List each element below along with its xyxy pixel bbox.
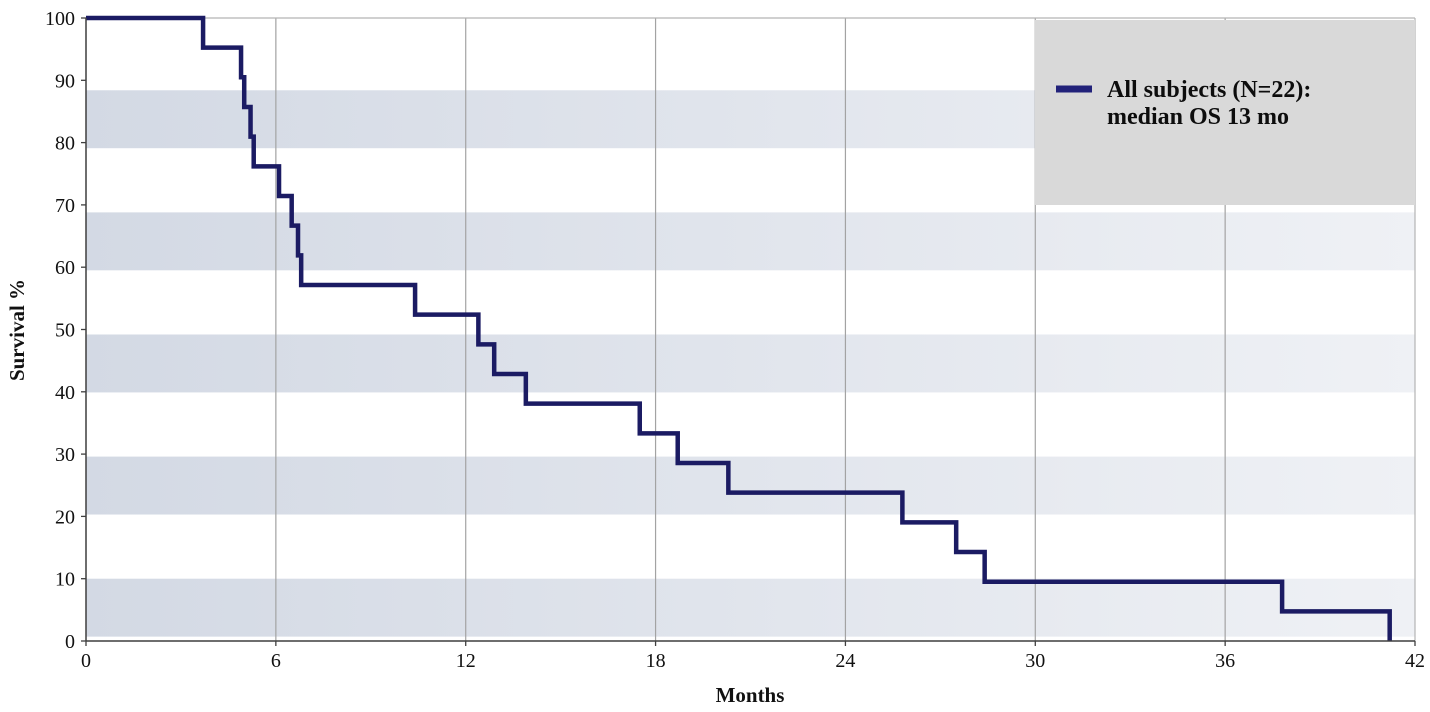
axes [81,17,1416,646]
y-tick-label: 40 [55,382,75,404]
background-band [86,578,1415,637]
y-tick-label: 70 [55,195,75,217]
background-band [86,334,1415,393]
survival-step-curve [86,15,1392,641]
y-tick-label: 30 [55,444,75,466]
y-tick-label: 20 [55,506,75,528]
x-axis-tick-labels: 0 6 12 18 24 30 36 42 [81,650,1425,672]
legend-box [1035,20,1415,205]
y-tick-label: 0 [65,631,75,653]
x-tick-label: 42 [1405,650,1425,672]
x-tick-label: 18 [646,650,666,672]
x-axis-title: Months [716,683,785,707]
y-axis-title: Survival % [5,279,29,381]
y-tick-label: 90 [55,70,75,92]
x-tick-label: 6 [271,650,281,672]
x-tick-label: 24 [835,650,855,672]
y-tick-label: 10 [55,569,75,591]
y-tick-label: 50 [55,320,75,342]
x-tick-label: 0 [81,650,91,672]
y-axis-tick-labels: 0 10 20 30 40 50 60 70 80 90 100 [45,8,75,653]
x-tick-label: 30 [1025,650,1045,672]
legend-label-line1: All subjects (N=22): [1107,77,1311,103]
x-tick-label: 12 [456,650,476,672]
plot-background-bands [86,90,1415,637]
legend-label-line2: median OS 13 mo [1107,104,1289,130]
legend: All subjects (N=22): median OS 13 mo [1035,20,1415,205]
x-tick-label: 36 [1215,650,1235,672]
background-band [86,456,1415,515]
background-band [86,212,1415,271]
y-tick-label: 80 [55,133,75,155]
y-tick-label: 100 [45,8,75,30]
y-tick-label: 60 [55,257,75,279]
